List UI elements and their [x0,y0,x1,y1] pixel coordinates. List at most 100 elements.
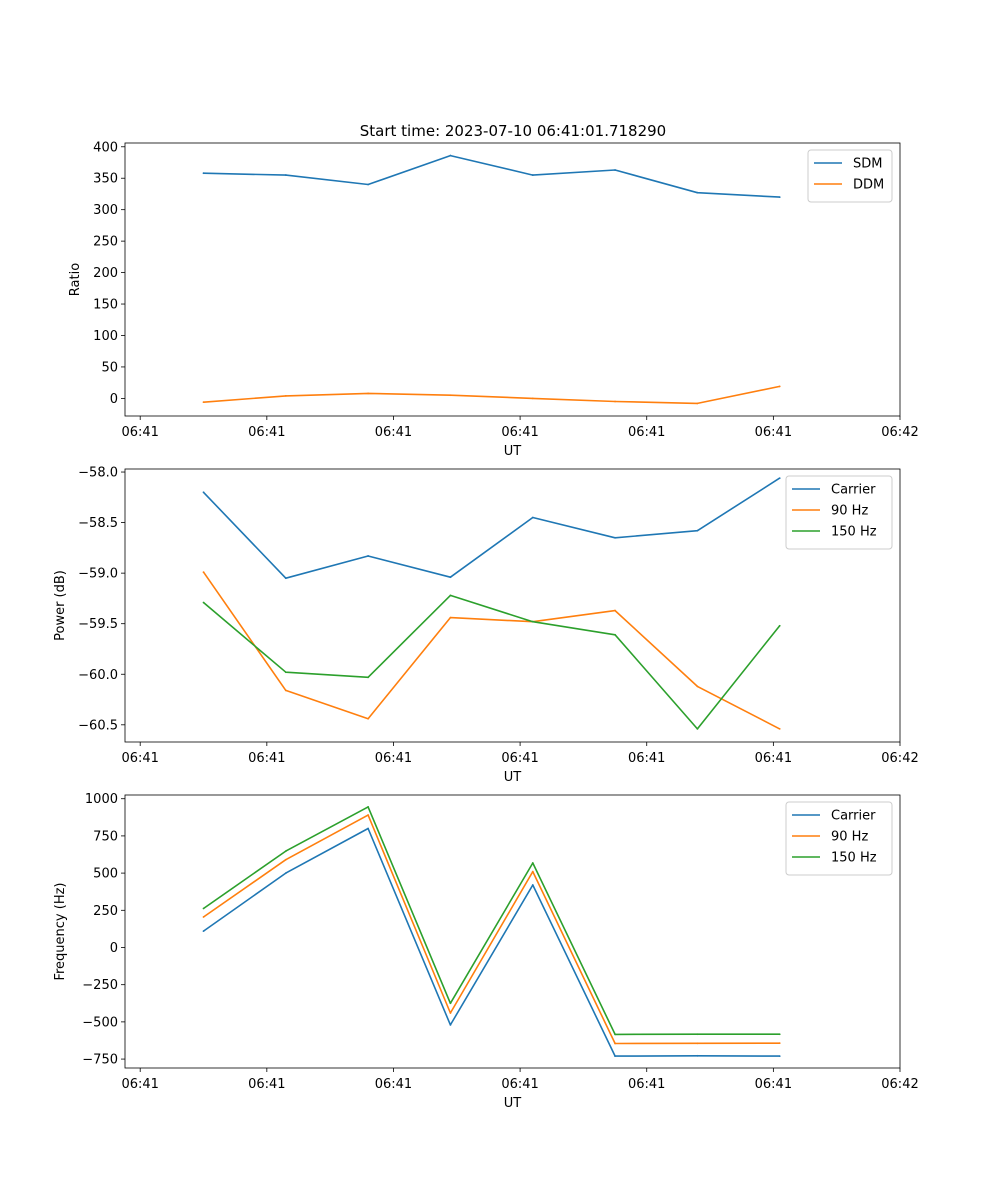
axes-frame [124,468,901,743]
data-point-90-hz [614,1042,616,1045]
data-point-carrier [696,1054,699,1057]
y-tick-label: 350 [93,172,118,187]
data-point-ddm [531,397,534,400]
data-point-carrier [367,827,370,830]
x-tick-label: 06:41 [375,1077,412,1092]
x-tick-label: 06:42 [881,1077,918,1092]
panel-2: −60.5 −60.0 −59.5 −59.0 −58.5 −58.0 06:41 06:41… [53,466,919,785]
data-point-150-hz [614,633,616,636]
legend-label-150-hz: 150 Hz [831,525,877,540]
data-point-carrier [696,529,699,532]
y-tick-label: 150 [93,298,118,313]
data-point-sdm [778,196,781,198]
x-axis-label: UT [504,444,522,459]
x-tick-label: 06:41 [628,425,665,440]
x-tick-label: 06:42 [881,751,918,766]
y-tick-label: 400 [93,140,118,155]
data-point-sdm [202,172,205,175]
legend-label-sdm: SDM [853,157,882,172]
data-point-90-hz [284,858,287,861]
data-point-ddm [202,401,205,404]
data-point-sdm [614,169,616,171]
data-point-150-hz [778,624,781,627]
data-point-150-hz [202,907,205,910]
data-point-carrier [531,516,534,519]
data-point-90-hz [531,870,534,873]
data-point-90-hz [696,1042,699,1045]
legend-label-carrier: Carrier [831,483,876,498]
series-line-150-hz [202,594,781,730]
x-tick-label: 06:41 [248,1077,285,1092]
y-tick-label: −750 [82,1053,118,1068]
data-point-90-hz [778,1042,781,1045]
y-tick-label: 750 [93,829,118,844]
series-line-90-hz [202,571,781,730]
data-point-ddm [778,385,781,388]
data-point-150-hz [778,1033,781,1036]
y-tick-label: 500 [93,867,118,882]
data-point-150-hz [449,594,452,597]
x-tick-label: 06:41 [121,1077,158,1092]
y-tick-label: 200 [93,266,118,281]
y-tick-label: −250 [82,978,118,993]
y-tick-label: 0 [110,392,118,407]
data-point-carrier [778,477,781,479]
data-point-150-hz [284,671,287,674]
data-point-carrier [367,555,370,557]
data-point-90-hz [284,689,287,692]
y-axis-label: Ratio [68,263,83,296]
y-tick-label: −60.5 [78,718,118,733]
data-point-150-hz [531,862,534,864]
y-tick-label: −59.5 [78,617,118,632]
data-point-ddm [614,400,616,403]
x-axis-label: UT [504,1096,522,1111]
y-tick-label: −58.5 [78,516,118,531]
x-tick-label: 06:41 [248,425,285,440]
data-point-150-hz [367,676,370,679]
data-point-carrier [531,884,534,886]
x-tick-label: 06:41 [755,425,792,440]
y-tick-label: 100 [93,329,118,344]
data-point-90-hz [614,609,616,612]
legend-label-carrier: Carrier [831,809,876,824]
legend-label-90-hz: 90 Hz [831,504,868,519]
x-tick-label: 06:41 [628,1077,665,1092]
data-point-carrier [202,491,205,494]
x-tick-label: 06:41 [121,425,158,440]
data-point-ddm [696,402,699,405]
data-point-90-hz [778,727,781,730]
data-point-150-hz [614,1033,616,1036]
data-point-90-hz [449,1012,452,1014]
data-point-sdm [284,174,287,176]
x-tick-label: 06:42 [881,425,918,440]
y-axis-label: Frequency (Hz) [53,882,68,980]
panels: 0 50 100 150 200 250 300 350 400 06:41 06:41 06:41 0… [53,140,919,1111]
series-line-90-hz [203,814,780,1045]
data-point-90-hz [696,685,699,688]
data-point-sdm [531,174,534,176]
x-tick-label: 06:41 [501,751,538,766]
data-point-150-hz [696,1033,699,1036]
y-tick-label: 300 [93,203,118,218]
legend-label-90-hz: 90 Hz [831,830,868,845]
data-point-90-hz [367,717,370,720]
data-point-90-hz [367,814,370,816]
data-point-90-hz [202,571,205,574]
x-tick-label: 06:41 [375,425,412,440]
series-line-ddm [203,385,780,405]
x-axis-label: UT [504,770,522,785]
x-tick-label: 06:41 [121,751,158,766]
panel-3: −750 −500 −250 0 250 500 750 1000 06:41 06:41 06:4… [53,792,919,1111]
x-tick-label: 06:41 [248,751,285,766]
data-point-ddm [284,394,287,397]
data-point-carrier [202,930,205,933]
x-tick-label: 06:41 [755,751,792,766]
x-tick-label: 06:41 [501,425,538,440]
data-point-carrier [778,1055,781,1057]
y-tick-label: 1000 [85,792,118,807]
y-tick-label: 0 [110,941,118,956]
data-point-150-hz [531,620,534,623]
data-point-ddm [449,394,452,397]
y-tick-label: −500 [82,1015,118,1030]
